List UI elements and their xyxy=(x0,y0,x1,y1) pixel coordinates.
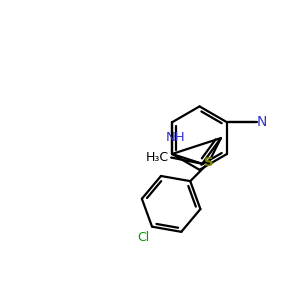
Text: S: S xyxy=(204,156,213,170)
Text: Cl: Cl xyxy=(137,231,149,244)
Text: NH: NH xyxy=(166,131,186,144)
Text: N: N xyxy=(256,115,267,129)
Text: H₃C: H₃C xyxy=(146,151,169,164)
